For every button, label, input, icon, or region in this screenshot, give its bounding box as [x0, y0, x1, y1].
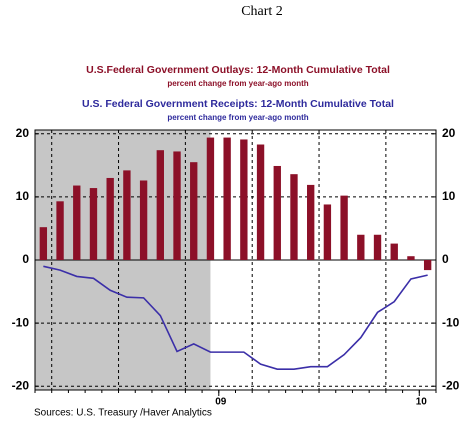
- bar: [423, 260, 432, 271]
- bar: [56, 201, 64, 260]
- bar: [373, 234, 382, 260]
- y-tick-label: 20: [16, 126, 30, 140]
- chart-title: Chart 2: [241, 4, 283, 19]
- bar: [223, 137, 231, 260]
- y2-tick-label: 0: [442, 252, 449, 266]
- y-tick-label: 0: [22, 252, 29, 266]
- bar: [357, 234, 365, 260]
- bar: [206, 137, 215, 260]
- bar: [106, 177, 114, 260]
- bar: [407, 256, 415, 260]
- bar: [290, 174, 298, 260]
- bar: [323, 204, 332, 260]
- y-tick-label: -20: [12, 378, 30, 392]
- bar: [240, 139, 248, 260]
- bar: [190, 162, 198, 260]
- bar: [156, 150, 164, 260]
- bar: [307, 184, 315, 260]
- bar: [340, 195, 348, 260]
- bar: [390, 243, 398, 260]
- bar: [139, 180, 148, 260]
- bar: [89, 188, 98, 260]
- subtitle: U.S. Federal Government Receipts: 12-Mon…: [82, 98, 394, 110]
- subtitle-note: percent change from year-ago month: [167, 79, 308, 88]
- bar: [123, 170, 131, 260]
- x-tick-label: 10: [416, 397, 428, 408]
- bar: [273, 165, 281, 260]
- y2-tick-label: -10: [442, 315, 460, 329]
- bar: [173, 151, 181, 260]
- y2-tick-label: 10: [442, 189, 456, 203]
- line: [43, 265, 428, 370]
- y-tick-label: -10: [12, 315, 30, 329]
- source: Sources: U.S. Treasury /Haver Analytics: [34, 408, 212, 419]
- y-tick-label: 10: [16, 189, 30, 203]
- y2-tick-label: 20: [442, 126, 456, 140]
- x-tick-label: 09: [215, 397, 227, 408]
- bar: [256, 144, 265, 260]
- bar: [73, 185, 81, 260]
- y2-tick-label: -20: [442, 378, 460, 392]
- bar: [39, 227, 48, 260]
- subtitle: U.S.Federal Government Outlays: 12-Month…: [86, 64, 390, 76]
- subtitle-note: percent change from year-ago month: [167, 113, 308, 122]
